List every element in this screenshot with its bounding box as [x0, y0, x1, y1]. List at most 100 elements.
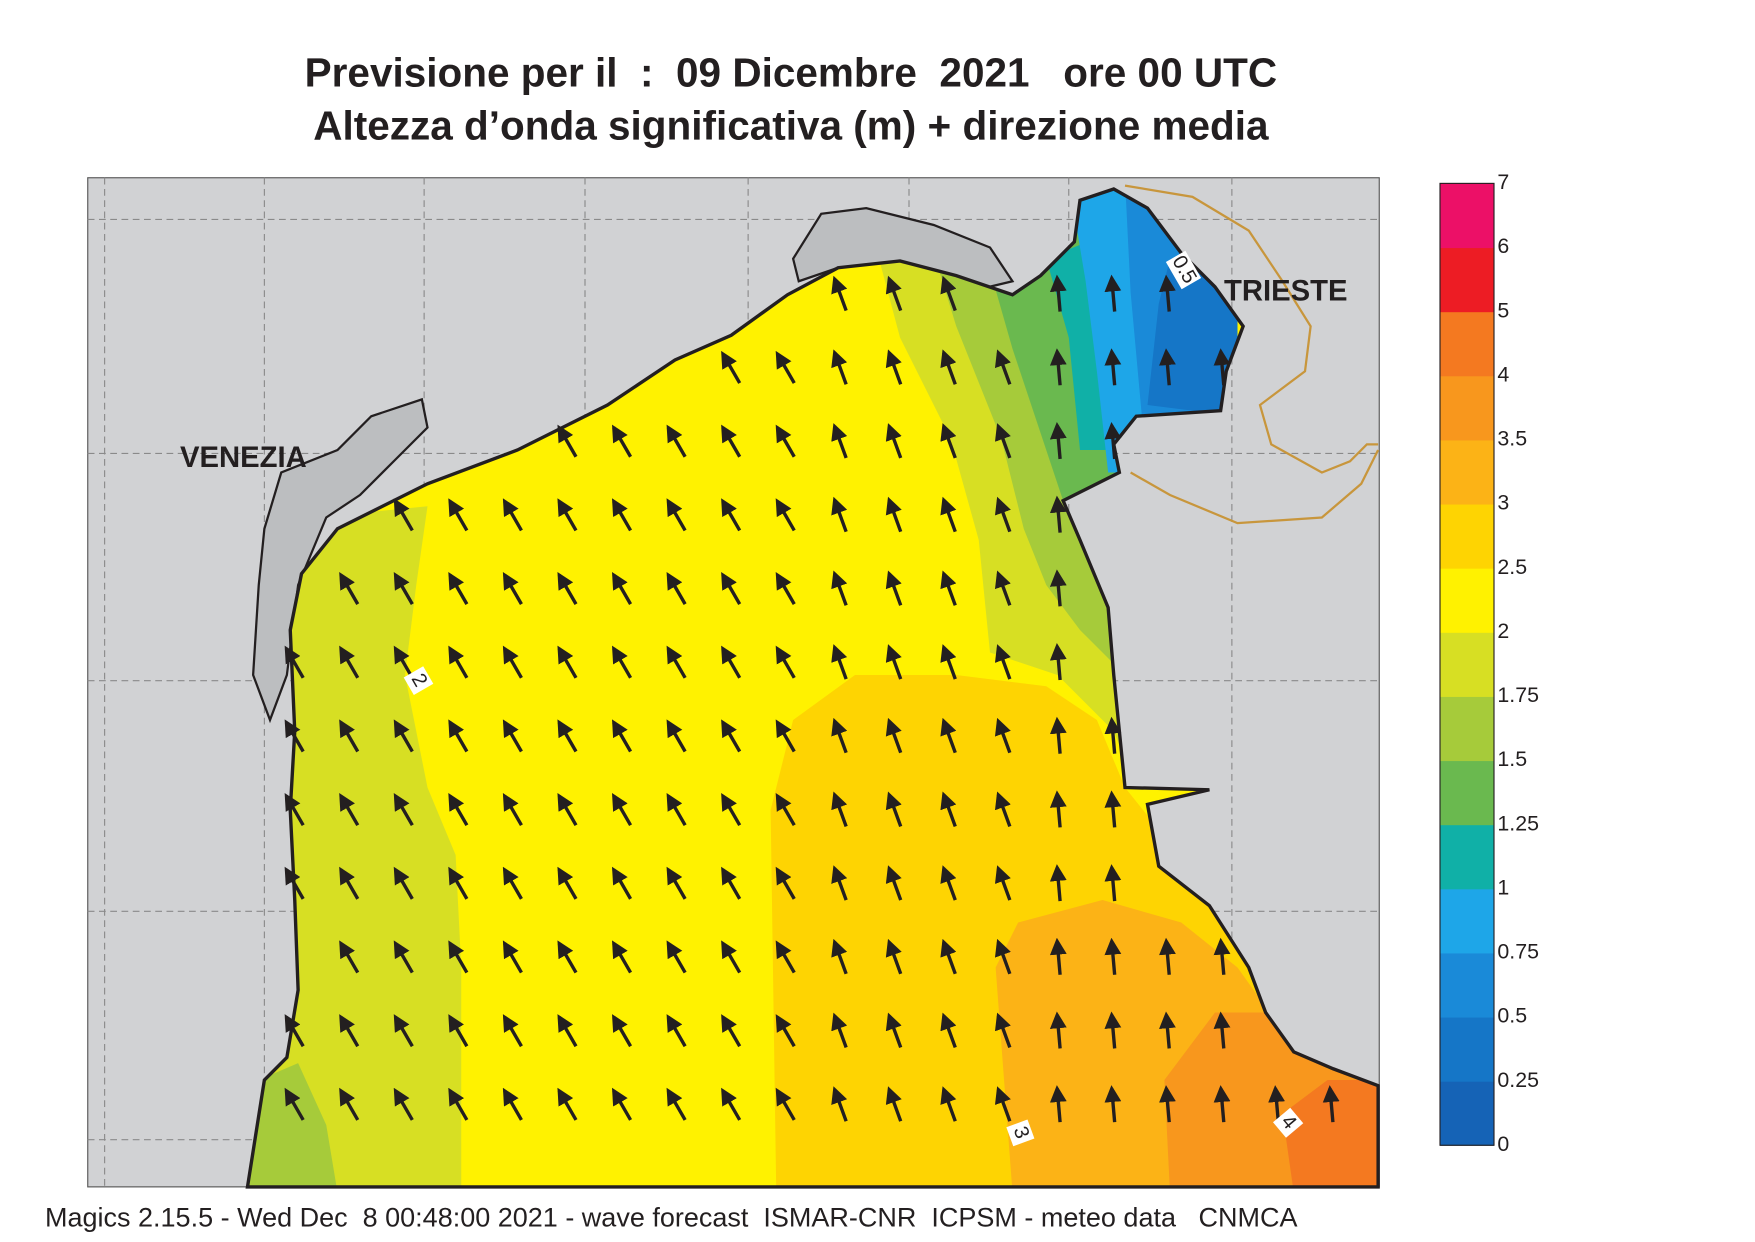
arrow	[994, 938, 1012, 975]
arrow	[721, 350, 742, 384]
colorbar-swatch	[1440, 1017, 1494, 1082]
colorbar-label: 1	[1497, 875, 1509, 899]
arrow	[502, 1014, 523, 1048]
arrow	[994, 570, 1012, 606]
arrow	[994, 717, 1012, 754]
arrow	[448, 498, 469, 532]
arrow	[1322, 1085, 1340, 1123]
arrow	[775, 1087, 796, 1121]
colorbar-label: 1.75	[1497, 683, 1539, 707]
arrow	[393, 571, 414, 605]
arrow	[1049, 716, 1067, 754]
arrow	[612, 498, 633, 532]
arrow	[339, 940, 360, 974]
arrow	[557, 1087, 578, 1121]
arrow	[775, 1014, 796, 1048]
colorbar-label: 1.25	[1497, 811, 1539, 835]
arrow	[885, 938, 903, 975]
colorbar-label: 6	[1497, 234, 1509, 258]
arrow	[994, 865, 1012, 901]
arrow	[721, 940, 742, 974]
arrow	[339, 793, 360, 827]
arrow	[1049, 348, 1067, 386]
arrow	[1159, 1011, 1176, 1049]
colorbar-swatch	[1440, 1081, 1494, 1146]
arrow	[612, 424, 633, 458]
arrow	[940, 496, 957, 533]
arrow	[557, 719, 578, 753]
arrow	[1104, 348, 1122, 386]
colorbar-label: 0.75	[1497, 940, 1539, 964]
arrow	[1049, 643, 1067, 681]
arrow	[721, 866, 742, 900]
arrow	[831, 423, 848, 459]
arrow	[721, 719, 742, 753]
arrow	[775, 719, 796, 753]
arrow	[940, 644, 957, 680]
arrow	[284, 866, 305, 900]
arrow	[940, 275, 957, 312]
arrow	[1104, 1011, 1122, 1049]
arrow	[611, 719, 633, 753]
colorbar-swatch	[1440, 888, 1494, 954]
arrow	[666, 793, 687, 827]
arrow	[666, 645, 687, 679]
arrow	[721, 1087, 742, 1121]
arrow	[339, 645, 360, 679]
arrow	[666, 719, 687, 753]
arrow	[666, 498, 687, 532]
arrow	[994, 1086, 1012, 1122]
colorbar-label: 3.5	[1497, 427, 1527, 451]
arrow	[284, 719, 305, 753]
arrow	[831, 1012, 848, 1049]
arrow	[393, 719, 414, 753]
arrow	[284, 793, 305, 827]
arrow	[666, 1087, 687, 1121]
arrow	[885, 349, 903, 385]
arrow	[1049, 1085, 1067, 1123]
arrow	[775, 793, 796, 827]
arrow	[775, 424, 796, 458]
city-label: TRIESTE	[1224, 275, 1348, 307]
colorbar-swatch	[1440, 568, 1494, 633]
arrow	[448, 645, 469, 679]
arrow	[775, 940, 796, 974]
border	[1124, 184, 1380, 525]
colorbar-swatch	[1440, 760, 1494, 826]
arrow	[339, 866, 360, 900]
arrow	[885, 1086, 903, 1122]
arrow	[448, 866, 469, 900]
arrow	[1049, 495, 1067, 533]
arrow	[831, 1086, 848, 1122]
contour-label-group: 2	[403, 666, 434, 696]
colorbar-label: 0.25	[1497, 1068, 1539, 1092]
arrow	[1159, 274, 1176, 312]
arrow	[666, 940, 687, 974]
arrow	[1049, 421, 1067, 460]
arrow	[1049, 274, 1067, 312]
colorbar-label: 0.5	[1497, 1004, 1527, 1028]
arrow	[448, 940, 469, 974]
arrow	[940, 570, 957, 606]
arrow	[448, 793, 469, 827]
lagoon	[251, 397, 429, 724]
arrow	[994, 349, 1012, 385]
arrow	[448, 1087, 469, 1121]
arrow	[1104, 937, 1122, 975]
arrow	[611, 940, 633, 974]
arrow	[885, 1012, 903, 1049]
colorbar-swatch	[1440, 183, 1494, 249]
arrow	[1104, 790, 1122, 828]
arrow	[1159, 937, 1176, 975]
arrow	[775, 350, 796, 384]
colorbar-label: 0	[1497, 1132, 1509, 1156]
arrow	[831, 349, 848, 385]
arrow	[831, 570, 848, 606]
arrow	[448, 1014, 469, 1048]
arrow	[393, 793, 414, 827]
arrow	[721, 424, 742, 458]
colorbar-label: 3	[1497, 491, 1509, 515]
arrow	[885, 570, 903, 606]
arrow	[831, 496, 848, 533]
